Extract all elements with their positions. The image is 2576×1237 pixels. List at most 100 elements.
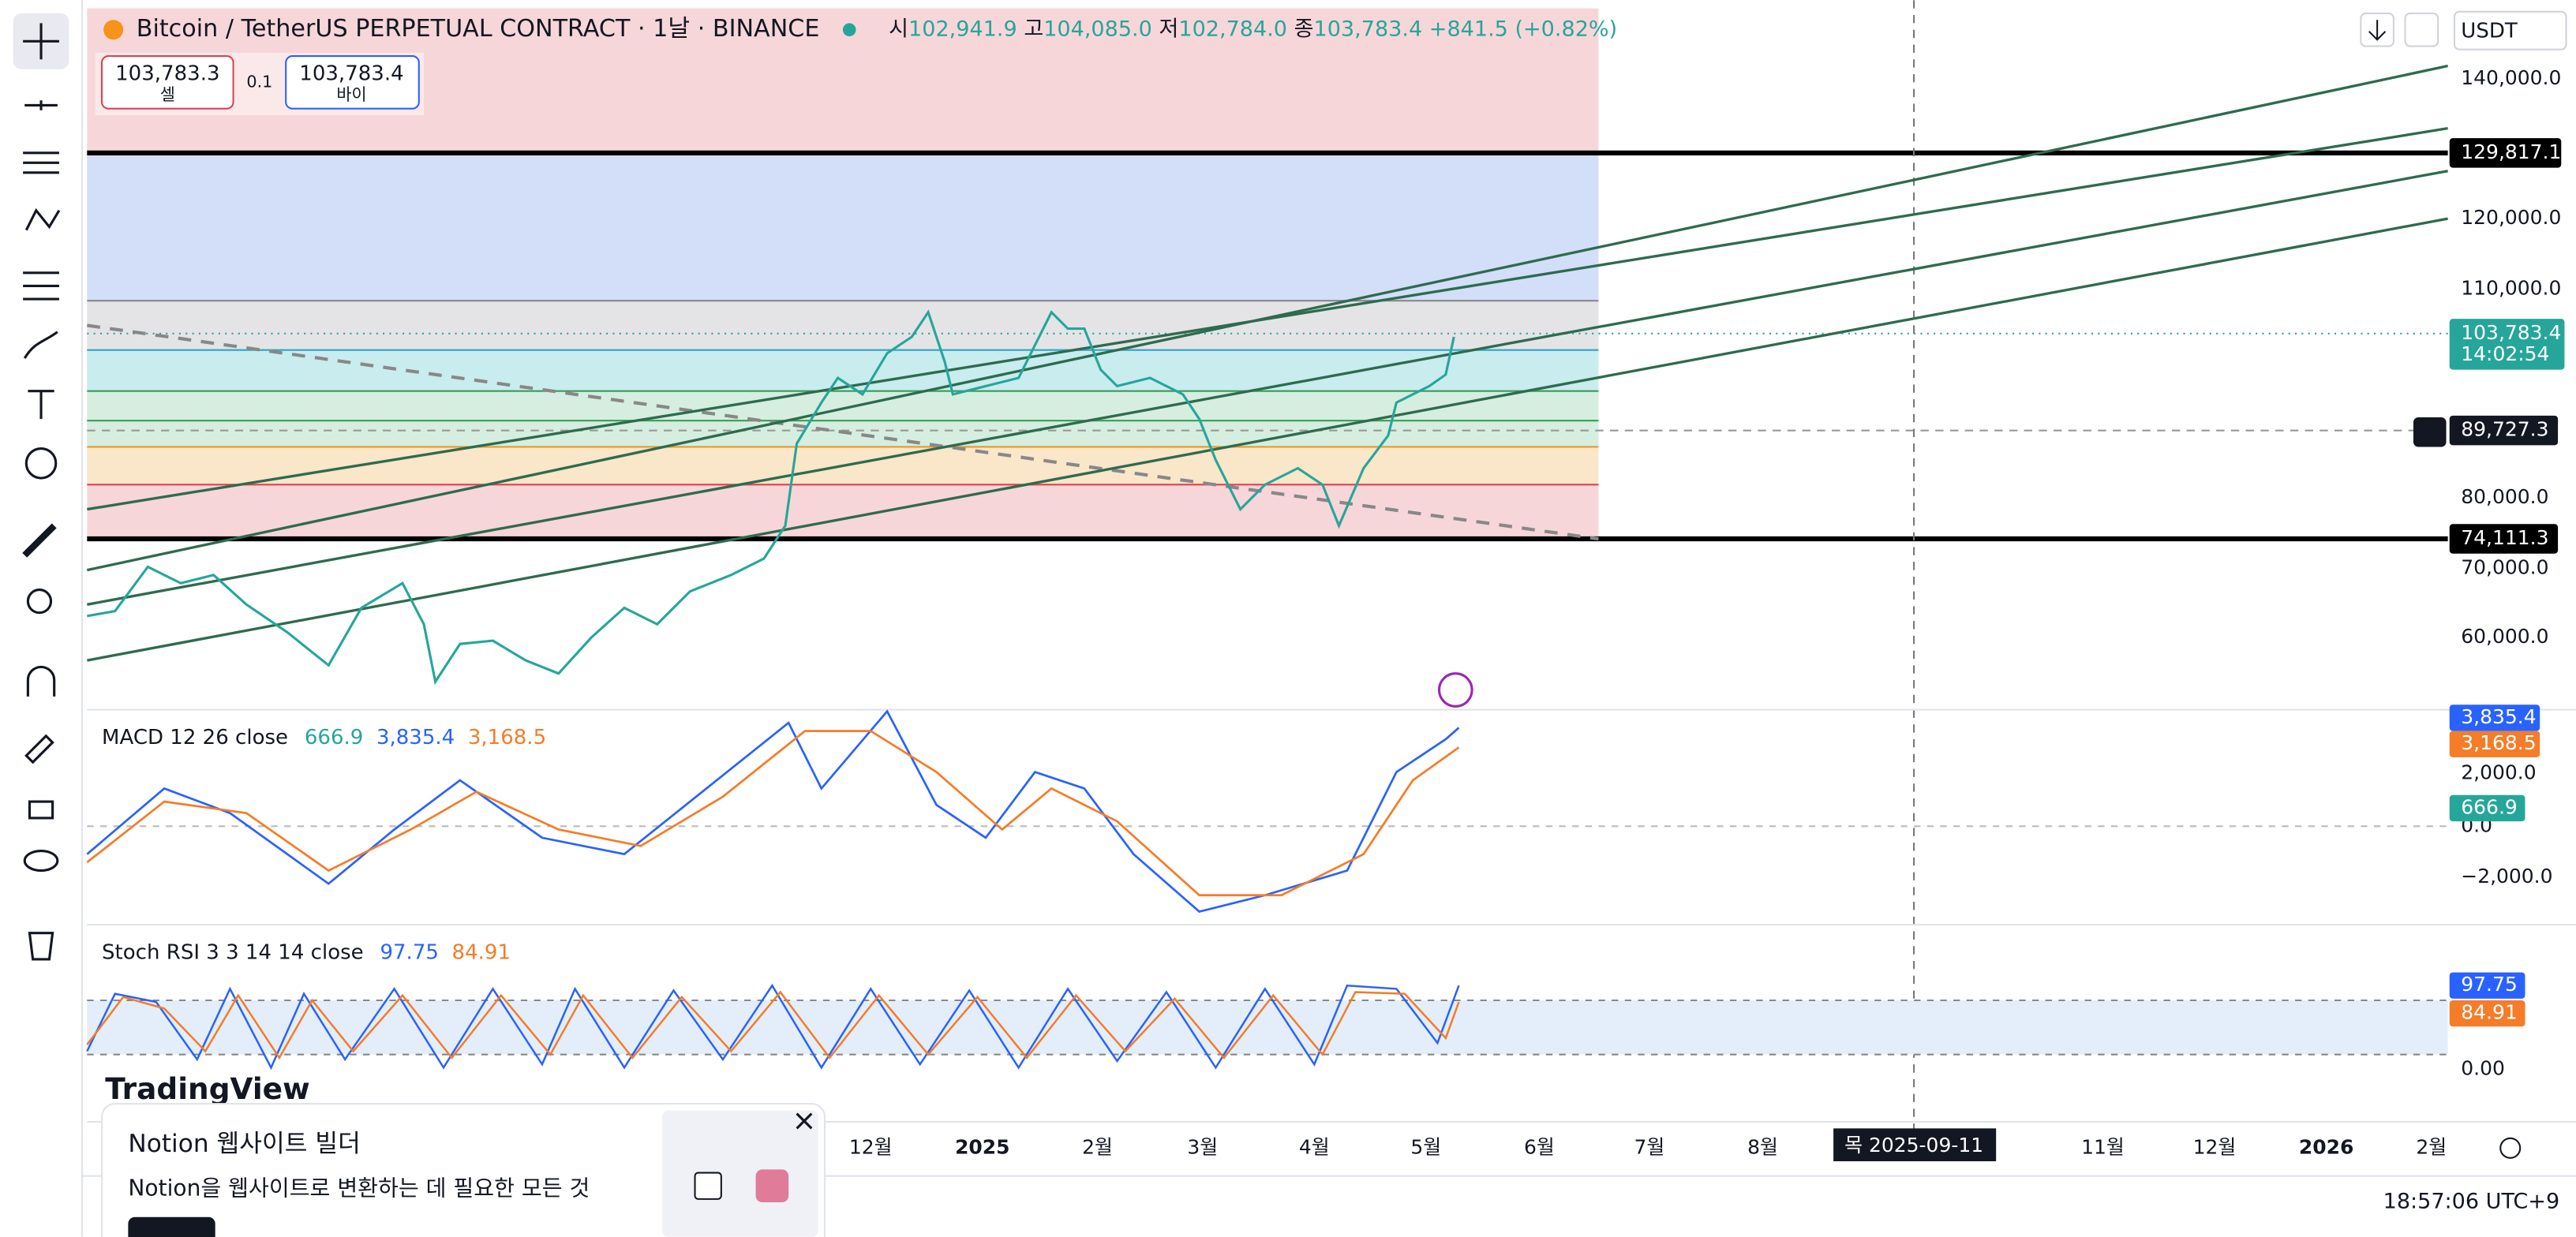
event-icon[interactable] <box>1437 672 1473 708</box>
badge <box>2449 794 2525 822</box>
settings-icon[interactable] <box>2499 1137 2522 1159</box>
zone-grey <box>87 301 1599 350</box>
ad-logo <box>755 1169 789 1203</box>
time-label: 8월 <box>1747 1135 1778 1158</box>
price-tick: 70,000.0 <box>2461 556 2548 579</box>
macd-tick: −2,000.0 <box>2461 865 2552 888</box>
channel-line <box>87 126 2448 511</box>
ruler-tool[interactable] <box>22 523 57 558</box>
clock: 18:57:06 UTC+9 <box>2383 1190 2560 1214</box>
hist-badge: 666.9 <box>2461 795 2517 818</box>
line-tool[interactable] <box>24 100 58 110</box>
zone-cyan <box>87 349 1599 391</box>
price-tick: 140,000.0 <box>2461 66 2561 89</box>
cross-icon[interactable] <box>23 23 59 60</box>
lock-tool[interactable] <box>28 800 54 820</box>
brush-tool[interactable] <box>23 331 58 359</box>
ad-text: Notion을 웹사이트로 변환하는 데 필요한 모든 것 <box>128 1175 590 1201</box>
crosshair-badge <box>1833 1128 1997 1161</box>
price-path <box>87 309 1455 686</box>
sell-button[interactable] <box>101 55 234 110</box>
countdown: 14:02:54 <box>2461 342 2549 365</box>
badge <box>2449 731 2540 757</box>
stoch-d <box>86 990 1460 1060</box>
price-tick: 80,000.0 <box>2461 485 2548 508</box>
macd-tick: 2,000.0 <box>2461 761 2536 784</box>
ad-card[interactable] <box>101 1103 826 1237</box>
stoch-tick: 0.00 <box>2461 1056 2505 1079</box>
indicator-name: MACD 12 26 close <box>102 725 288 749</box>
fib-tool[interactable] <box>23 151 59 174</box>
ohlc: 시102,941.9 고104,085.0 저102,784.0 종103,78… <box>889 17 1617 41</box>
ohlc-label: 저 <box>1159 17 1178 41</box>
macd-hist: 666.9 <box>305 725 363 749</box>
buy-price: 103,783.4 <box>299 62 403 85</box>
ad-close[interactable] <box>796 1112 813 1130</box>
ohlc-label: 고 <box>1024 17 1043 41</box>
drawing-toolbar <box>13 13 69 961</box>
time-label: 2월 <box>1082 1135 1113 1158</box>
symbol-title[interactable]: Bitcoin / TetherUS PERPETUAL CONTRACT · … <box>137 15 820 43</box>
fib-zones <box>87 8 1599 540</box>
badge <box>2449 972 2525 999</box>
time-label: 7월 <box>1634 1135 1665 1158</box>
forecast-tool[interactable] <box>23 271 59 301</box>
logo: TradingView <box>105 1071 309 1106</box>
stoch-title: Stoch RSI 3 3 14 14 close 97.75 84.91 <box>102 940 511 964</box>
crosshair-date: 목 2025-09-11 <box>1844 1134 1983 1157</box>
visibility-tool[interactable] <box>23 849 59 873</box>
currency: USDT <box>2461 19 2518 43</box>
ad-image <box>661 1110 818 1237</box>
add-alert[interactable] <box>2413 417 2447 447</box>
ad-button[interactable] <box>128 1216 215 1237</box>
signal-badge: 3,168.5 <box>2461 731 2536 754</box>
last-price-badge <box>2449 319 2565 370</box>
stoch-k-badge: 97.75 <box>2461 973 2517 996</box>
sell-label: 셀 <box>160 85 175 104</box>
badge <box>2449 704 2540 731</box>
sell-price: 103,783.3 <box>115 62 219 85</box>
level-label: 74,111.3 <box>2461 526 2548 549</box>
spread: 0.1 <box>246 72 272 91</box>
price-tick: 60,000.0 <box>2461 625 2548 648</box>
magnet-tool[interactable] <box>26 665 56 697</box>
macd-value: 3,835.4 <box>376 725 455 749</box>
download-icon <box>2368 20 2387 41</box>
stoch-k-value: 97.75 <box>380 940 438 964</box>
text-tool[interactable] <box>28 390 54 420</box>
level-badge <box>2449 415 2559 446</box>
time-axis: 12월 2025 2월 3월 4월 5월 6월 7월 8월 11월 12월 2026 2월 <box>849 1135 2447 1158</box>
ohlc-value: 102,784.0 <box>1178 17 1287 41</box>
emoji-tool[interactable] <box>24 447 58 480</box>
indicator-name: Stoch RSI 3 3 14 14 close <box>102 940 364 964</box>
macd-title: MACD 12 26 close 666.9 3,835.4 3,168.5 <box>102 725 546 749</box>
ohlc-change: +841.5 (+0.82%) <box>1429 17 1617 41</box>
macd-badge: 3,835.4 <box>2461 705 2536 728</box>
time-label: 3월 <box>1187 1135 1218 1158</box>
macd-signal: 3,168.5 <box>468 725 546 749</box>
trend-line <box>87 323 1599 541</box>
buy-button[interactable] <box>285 55 420 110</box>
badge <box>2449 1000 2525 1027</box>
time-label: 4월 <box>1299 1135 1330 1158</box>
ohlc-value: 104,085.0 <box>1043 17 1152 41</box>
zone-blue <box>87 152 1599 301</box>
level-label: 129,817.1 <box>2461 140 2561 163</box>
trash-tool[interactable] <box>28 932 54 961</box>
time-label: 6월 <box>1524 1135 1555 1158</box>
stoch-d-badge: 84.91 <box>2461 1001 2517 1024</box>
level-label: 89,727.3 <box>2461 418 2548 441</box>
refresh-button[interactable] <box>2404 12 2439 47</box>
pattern-tool[interactable] <box>24 207 61 231</box>
currency-select[interactable] <box>2453 10 2567 50</box>
lock-draw-tool[interactable] <box>24 734 54 764</box>
market-status <box>842 23 856 37</box>
channel-line <box>87 217 2448 662</box>
last-price: 103,783.4 <box>2461 321 2561 344</box>
header-bg <box>90 8 1594 51</box>
zoom-tool[interactable] <box>26 589 53 615</box>
symbol-icon <box>103 20 124 40</box>
time-label: 2월 <box>2416 1135 2447 1158</box>
ohlc-value: 102,941.9 <box>908 17 1017 41</box>
ohlc-value: 103,783.4 <box>1314 17 1423 41</box>
